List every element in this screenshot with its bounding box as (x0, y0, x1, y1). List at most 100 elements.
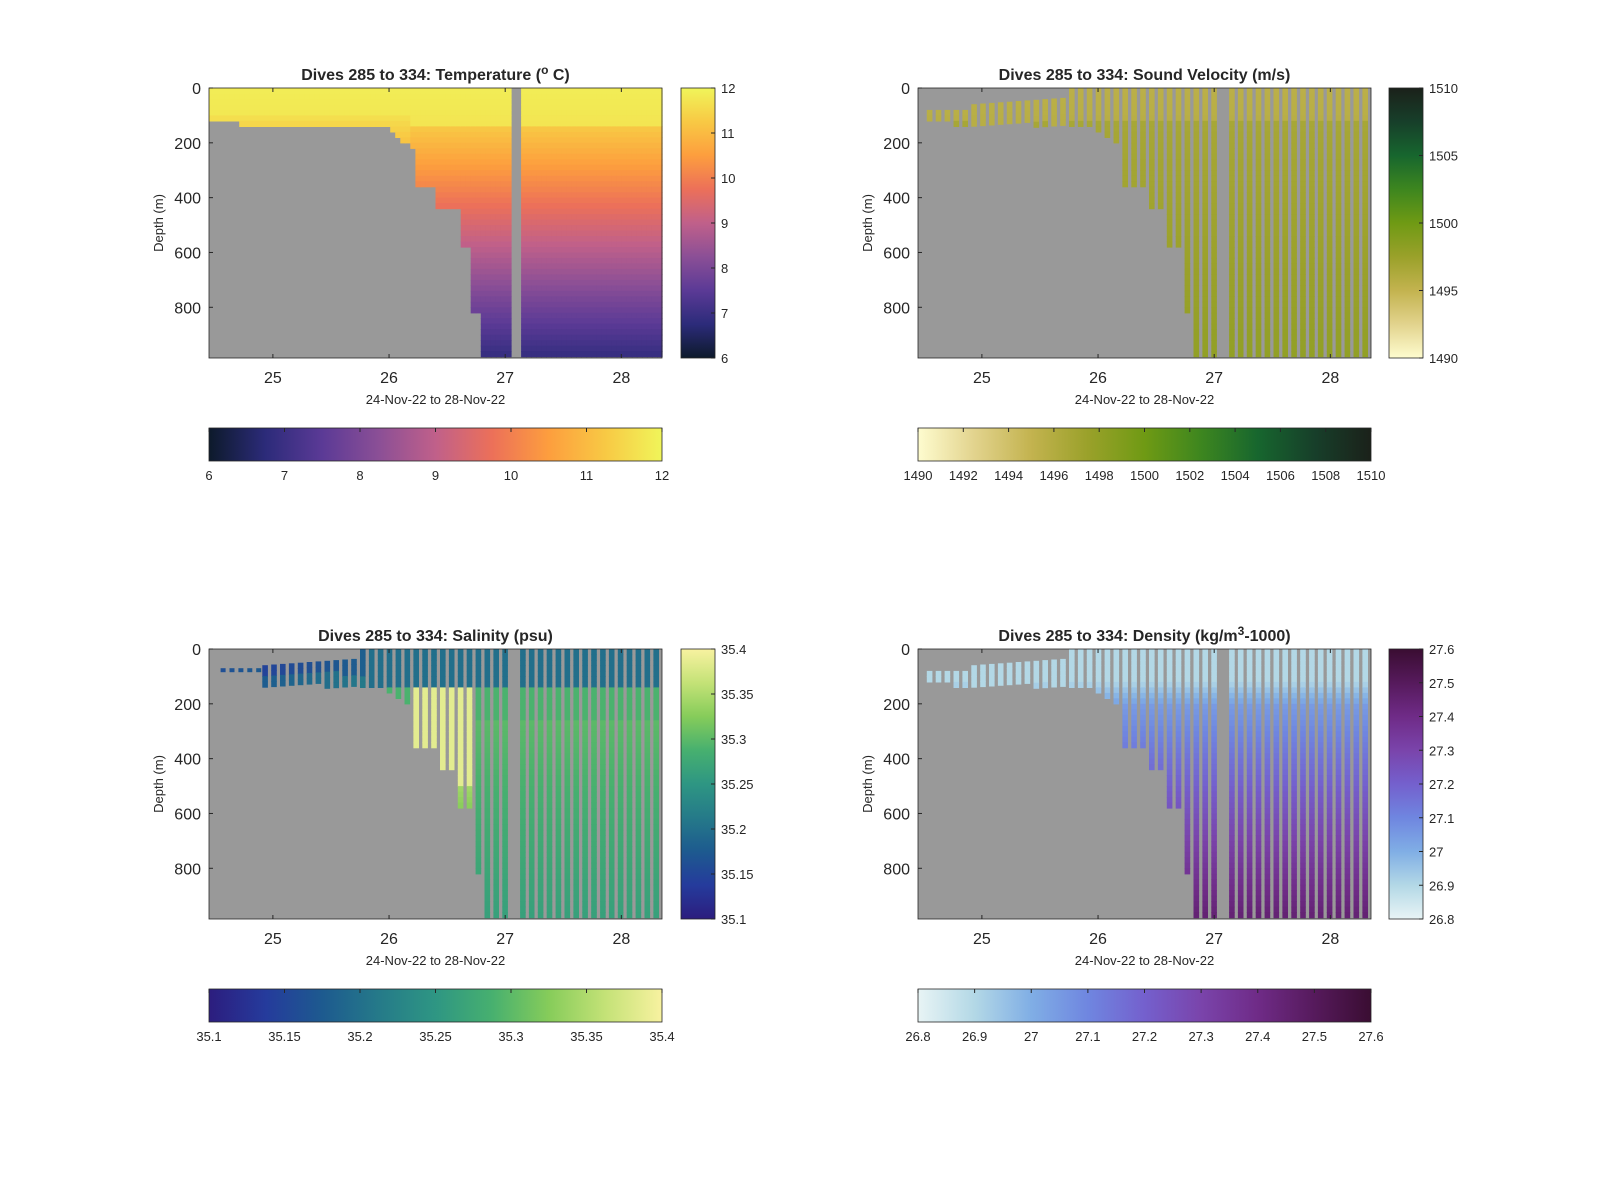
heatmap-cell (493, 862, 499, 869)
heatmap-cell (500, 170, 507, 177)
heatmap-cell (1095, 93, 1102, 100)
heatmap-cell (644, 649, 651, 656)
heatmap-cell (591, 351, 598, 358)
heatmap-cell (586, 219, 593, 226)
heatmap-cell (546, 714, 553, 721)
heatmap-cell (431, 692, 437, 699)
heatmap-cell (1229, 186, 1235, 193)
heatmap-cell (319, 109, 326, 116)
heatmap-cell (608, 731, 615, 738)
heatmap-cell (541, 301, 547, 308)
heatmap-cell (1264, 301, 1271, 308)
heatmap-cell (644, 824, 651, 831)
heatmap-cell (264, 104, 270, 111)
heatmap-cell (546, 307, 552, 314)
heatmap-cell (561, 148, 567, 155)
heatmap-cell (657, 170, 663, 177)
heatmap-cell (475, 241, 482, 248)
heatmap-cell (1344, 279, 1351, 286)
heatmap-cell (1202, 99, 1208, 106)
heatmap-cell (502, 840, 508, 847)
heatmap-cell (244, 99, 250, 106)
heatmap-cell (573, 725, 579, 732)
heatmap-cell (280, 680, 286, 687)
y-tick-label: 0 (192, 81, 201, 98)
heatmap-cell (551, 263, 557, 270)
heatmap-cell (617, 780, 624, 787)
heatmap-cell (1362, 329, 1368, 336)
heatmap-cell (581, 175, 588, 182)
heatmap-cell (1344, 192, 1351, 199)
heatmap-cell (526, 93, 532, 100)
heatmap-cell (651, 329, 658, 336)
heatmap-cell (526, 329, 532, 336)
heatmap-cell (455, 148, 462, 155)
heatmap-cell (1317, 241, 1324, 248)
heatmap-cell (506, 181, 512, 188)
heatmap-cell (1326, 252, 1333, 259)
heatmap-cell (1309, 340, 1315, 347)
heatmap-cell (591, 307, 598, 314)
heatmap-cell (521, 208, 527, 215)
heatmap-cell (566, 208, 572, 215)
heatmap-cell (1211, 263, 1217, 270)
heatmap-cell (1326, 104, 1333, 111)
heatmap-cell (395, 88, 401, 95)
heatmap-cell (299, 99, 306, 106)
heatmap-cell (1060, 119, 1066, 126)
heatmap-cell (653, 808, 659, 815)
heatmap-cell (440, 703, 446, 710)
heatmap-cell (271, 664, 277, 671)
heatmap-cell (617, 703, 624, 710)
heatmap-cell (600, 840, 606, 847)
heatmap-cell (1353, 170, 1360, 177)
heatmap-cell (541, 268, 547, 275)
heatmap-cell (1077, 109, 1084, 116)
heatmap-cell (1309, 230, 1315, 237)
heatmap-cell (229, 99, 235, 106)
y-tick-label: 400 (174, 752, 201, 769)
heatmap-cell (520, 895, 526, 902)
heatmap-cell (1246, 120, 1253, 127)
heatmap-cell (1006, 673, 1013, 680)
heatmap-cell (541, 307, 547, 314)
heatmap-cell (644, 775, 651, 782)
heatmap-cell (1166, 153, 1173, 160)
heatmap-cell (484, 829, 491, 836)
heatmap-cell (564, 818, 571, 825)
heatmap-cell (1202, 340, 1208, 347)
heatmap-cell (262, 681, 268, 688)
heatmap-cell (1175, 192, 1182, 199)
heatmap-cell (641, 296, 648, 303)
heatmap-cell (576, 351, 582, 358)
heatmap-cell (636, 285, 643, 292)
heatmap-cell (475, 159, 482, 166)
heatmap-cell (582, 670, 588, 677)
heatmap-cell (641, 104, 648, 111)
heatmap-cell (500, 181, 507, 188)
heatmap-cell (475, 813, 482, 820)
heatmap-cell (556, 274, 562, 281)
heatmap-cell (644, 808, 651, 815)
heatmap-cell (621, 120, 628, 127)
colorbar-tick-label: 9 (721, 216, 728, 231)
heatmap-cell (448, 725, 455, 732)
heatmap-cell (1309, 312, 1315, 319)
heatmap-cell (636, 197, 643, 204)
heatmap-cell (1246, 334, 1253, 341)
heatmap-cell (626, 835, 633, 842)
heatmap-cell (573, 890, 579, 897)
heatmap-cell (405, 104, 411, 111)
heatmap-cell (269, 88, 275, 95)
heatmap-cell (485, 219, 492, 226)
heatmap-cell (653, 692, 659, 699)
heatmap-cell (573, 780, 579, 787)
heatmap-cell (475, 758, 482, 765)
heatmap-cell (621, 137, 628, 144)
heatmap-cell (556, 345, 562, 352)
heatmap-cell (475, 692, 482, 699)
heatmap-cell (616, 268, 623, 275)
heatmap-cell (1264, 153, 1271, 160)
heatmap-cell (1344, 268, 1351, 275)
heatmap-cell (551, 301, 557, 308)
